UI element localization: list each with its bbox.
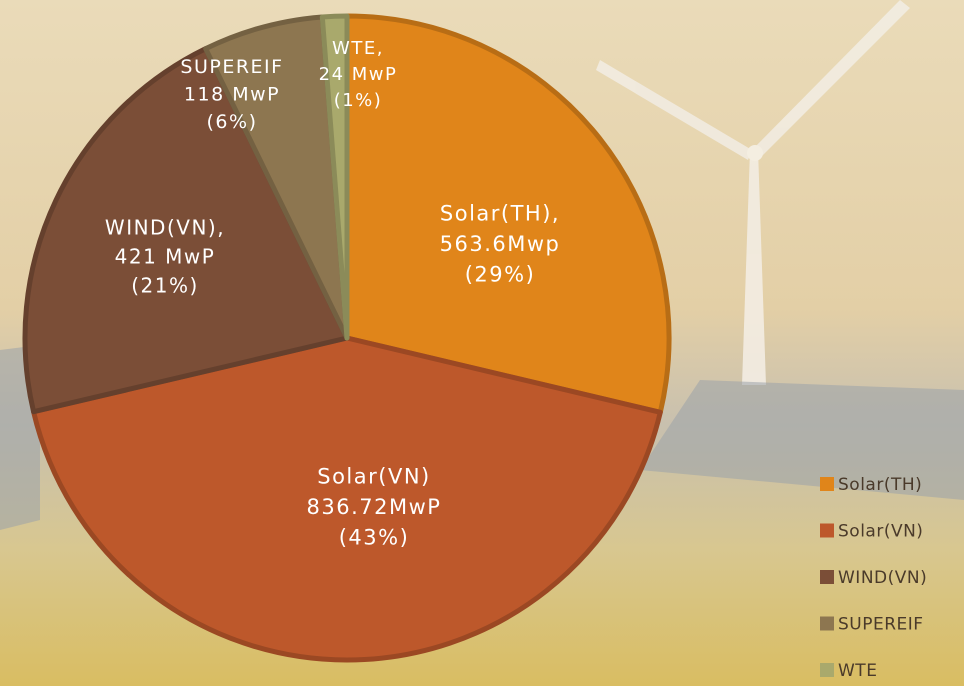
data-label: 118 MwP (184, 84, 280, 106)
data-label: 563.6Mwp (440, 232, 561, 256)
data-label: 836.72MwP (307, 495, 442, 519)
pie (25, 16, 669, 660)
legend-label: Solar(TH) (838, 475, 922, 495)
data-label: Solar(TH), (440, 202, 560, 226)
legend-swatch (820, 617, 834, 631)
legend-label: WIND(VN) (838, 568, 927, 588)
legend-label: Solar(VN) (838, 522, 923, 542)
data-label: (6%) (207, 111, 258, 133)
data-label: (21%) (131, 274, 199, 298)
data-label: Solar(VN) (317, 465, 430, 489)
data-label: WTE, (332, 38, 384, 59)
data-label: (1%) (334, 90, 383, 111)
legend-swatch (820, 477, 834, 491)
page: {"chart_data": {"type": "pie", "categori… (0, 0, 964, 686)
data-label: SUPEREIF (180, 56, 283, 78)
data-label: 24 MwP (319, 64, 398, 85)
data-label: WIND(VN), (105, 216, 225, 240)
legend-swatch (820, 524, 834, 538)
chart: Solar(TH), 563.6Mwp (29%) Solar(VN) 836.72Mw… (0, 0, 964, 686)
legend-swatch (820, 570, 834, 584)
legend-label: SUPEREIF (838, 615, 924, 635)
legend-label: WTE (838, 661, 877, 681)
data-label: 421 MwP (115, 245, 216, 269)
data-label: (43%) (339, 525, 410, 549)
data-label: (29%) (465, 262, 536, 286)
legend-swatch (820, 663, 834, 677)
